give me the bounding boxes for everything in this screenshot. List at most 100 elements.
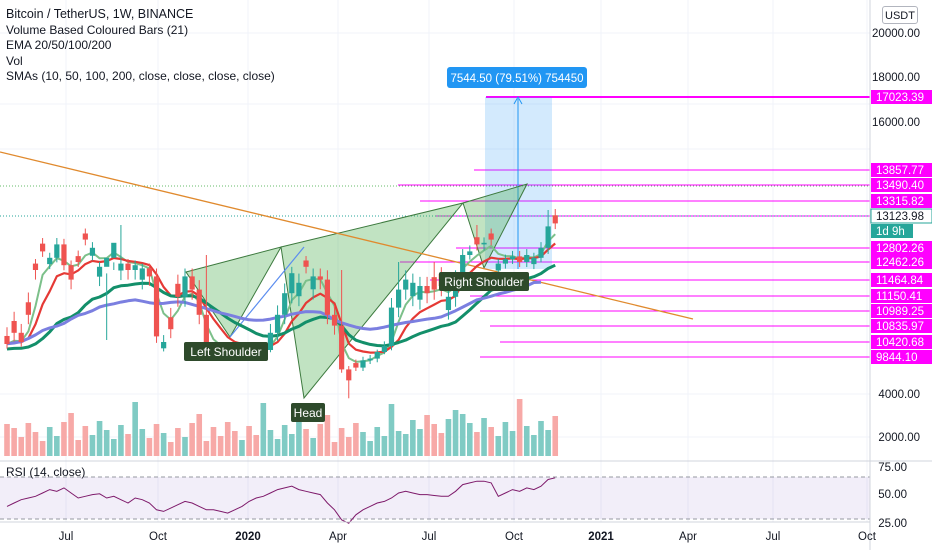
left-shoulder-label: Left Shoulder: [190, 345, 261, 359]
candle-body: [360, 360, 366, 368]
candle-body: [189, 276, 195, 290]
candle-body: [374, 352, 380, 359]
rsi-line: [6, 477, 556, 524]
price-level-tag: 13490.40: [876, 180, 924, 192]
left-shoulder-label-bg: [184, 342, 268, 361]
time-tick-label: Apr: [329, 531, 347, 543]
candle-body: [367, 358, 373, 361]
candle-body: [4, 335, 10, 344]
candles: [4, 209, 558, 399]
price-level-tag-bg: [871, 241, 932, 255]
volume-bar: [353, 423, 359, 456]
candle-body: [431, 277, 437, 290]
volume-bar: [516, 399, 523, 456]
volume-bar: [146, 438, 153, 456]
candle-body: [267, 332, 274, 350]
volume-bars: [4, 399, 559, 456]
candle-body: [445, 296, 452, 311]
volume-bar: [338, 428, 345, 456]
indicator-vol[interactable]: Vol: [6, 53, 23, 68]
volume-bar: [410, 420, 416, 456]
volume-bar: [459, 414, 466, 456]
candle-body: [474, 237, 480, 245]
price-level-tag-bg: [871, 350, 932, 364]
time-tick-label: Apr: [679, 531, 697, 543]
candle-body: [324, 279, 330, 315]
price-level-tag-bg: [871, 163, 932, 177]
candle-body: [545, 226, 551, 248]
candle-body: [47, 257, 53, 265]
rsi-tick-label: 50.00: [878, 489, 907, 501]
candle-body: [517, 256, 523, 262]
candle-body: [488, 233, 494, 240]
time-tick-label: Jul: [766, 531, 781, 543]
price-tick-label: 2000.00: [878, 432, 920, 444]
candle-body: [417, 286, 423, 300]
volume-bar: [452, 410, 459, 456]
volume-bar: [246, 426, 252, 456]
volume-bar: [388, 404, 395, 456]
countdown-tag: 1d 9h: [876, 226, 905, 238]
candle-body: [531, 257, 537, 265]
volume-bar: [82, 426, 89, 456]
volume-bar: [395, 431, 402, 456]
candle-body: [289, 273, 295, 294]
candle-body: [104, 257, 110, 267]
candle-body: [495, 263, 501, 271]
time-tick-label: Oct: [858, 531, 877, 543]
candle-body: [111, 242, 117, 258]
candle-body: [89, 247, 96, 256]
candle-body: [467, 251, 473, 255]
rsi-legend[interactable]: RSI (14, close): [6, 465, 86, 479]
volume-bar: [502, 422, 509, 456]
volume-bar: [68, 413, 74, 456]
time-tick-label: Oct: [505, 531, 524, 543]
volume-bar: [32, 432, 39, 456]
candle-body: [502, 259, 508, 264]
volume-bar: [531, 435, 537, 456]
ema-lines: [6, 233, 556, 363]
volume-bar: [132, 402, 138, 456]
candle-body: [182, 276, 188, 297]
volume-bar: [324, 415, 331, 456]
volume-bar: [232, 431, 238, 456]
head-label-bg: [291, 403, 325, 422]
currency-button[interactable]: USDT: [882, 6, 918, 24]
time-tick-label: Jul: [59, 531, 74, 543]
indicator-ema[interactable]: EMA 20/50/100/200: [6, 38, 112, 52]
volume-bar: [18, 437, 25, 456]
rsi-tick-label: 75.00: [878, 462, 907, 474]
candle-body: [538, 247, 544, 258]
candle-body: [339, 325, 345, 370]
candle-body: [403, 279, 409, 290]
price-level-tag: 10835.97: [876, 321, 924, 333]
pattern-blue-line: [229, 246, 305, 338]
measure-label-bg: [447, 67, 587, 88]
volume-bar: [39, 441, 46, 456]
volume-bar: [374, 427, 381, 456]
volume-bar: [103, 430, 110, 456]
volume-bar: [224, 422, 231, 456]
current-price-tag-bg: [870, 208, 932, 224]
price-level-tag: 9844.10: [876, 352, 918, 364]
indicator-smas[interactable]: SMAs (10, 50, 100, 200, close, close, cl…: [6, 69, 275, 83]
volume-bar: [431, 424, 437, 456]
price-level-tag-bg: [871, 335, 932, 349]
volume-bar: [523, 426, 530, 456]
candle-body: [61, 244, 67, 266]
candle-body: [196, 289, 202, 315]
candle-body: [118, 263, 124, 271]
candle-body: [524, 255, 530, 262]
candle-body: [346, 369, 352, 381]
volume-bar: [96, 421, 103, 456]
price-tick-label: 20000.00: [872, 28, 920, 40]
volume-bar: [189, 423, 195, 456]
ema-light-green-line: [6, 233, 556, 363]
price-tick-label: 16000.00: [872, 117, 920, 129]
candle-body: [139, 268, 145, 280]
price-level-tag: 13315.82: [876, 196, 924, 208]
indicator-vbcb[interactable]: Volume Based Coloured Bars (21): [6, 22, 189, 37]
price-tick-label: 18000.00: [872, 72, 920, 84]
volume-bar: [495, 436, 502, 456]
